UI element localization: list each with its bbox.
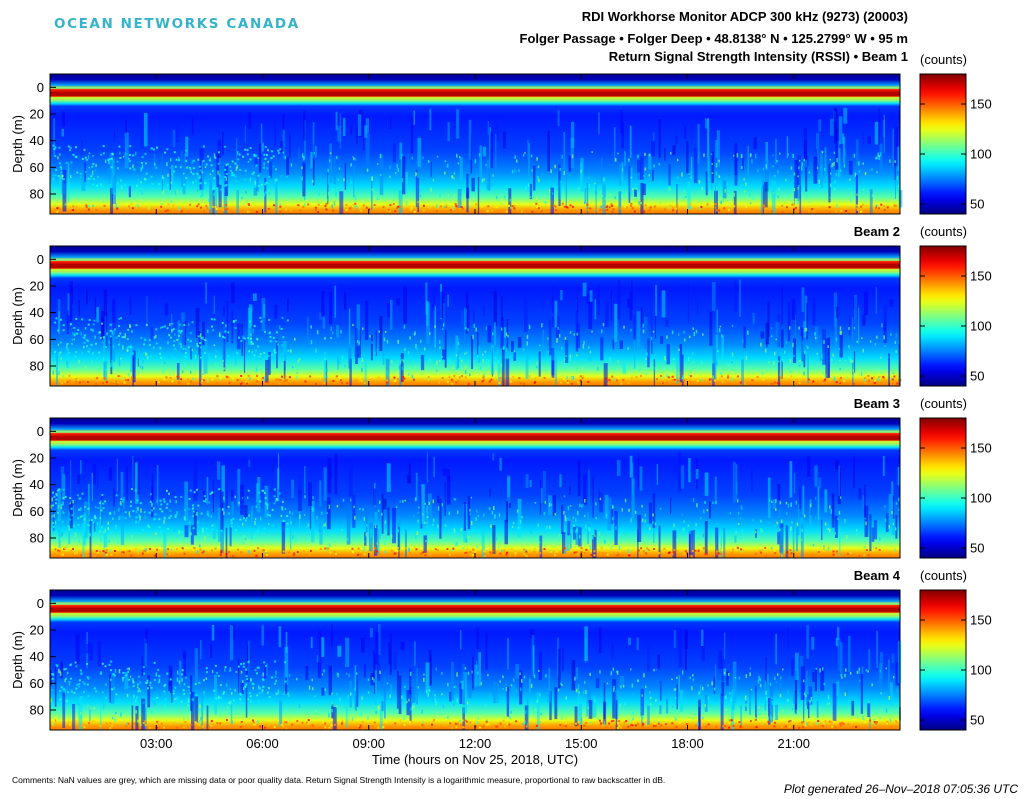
beam-4-colorbar-tick-label: 150 — [970, 613, 992, 628]
beam-1-heatmap — [50, 74, 903, 214]
beam-4-heatmap — [50, 590, 902, 730]
beam-4-y-tick-label: 40 — [30, 649, 44, 664]
x-tick-label: 12:00 — [459, 736, 492, 751]
x-tick-label: 21:00 — [777, 736, 810, 751]
beam-1-colorbar-tick-label: 150 — [970, 97, 992, 112]
location-line: Folger Passage • Folger Deep • 48.8138° … — [519, 31, 908, 46]
beam-3-colorbar-tick-label: 50 — [970, 541, 984, 556]
beam-3-colorbar-tick-label: 150 — [970, 441, 992, 456]
beam-1-y-tick-label: 0 — [37, 80, 44, 95]
comments-note: Comments: NaN values are grey, which are… — [12, 775, 666, 785]
beam-2-label: Beam 2 — [853, 224, 900, 239]
beam-1-y-tick-label: 40 — [30, 133, 44, 148]
beam-1-texture — [52, 107, 903, 214]
beam-4-colorbar-tick-label: 50 — [970, 713, 984, 728]
beam-2-y-tick-label: 40 — [30, 305, 44, 320]
ocean-networks-canada-logo: OCEAN NETWORKS CANADA — [54, 16, 300, 32]
beam-1-y-tick-label: 20 — [30, 107, 44, 122]
beam-1-colorbar-tick-label: 100 — [970, 147, 992, 162]
beam-2-colorbar — [919, 245, 967, 387]
beam-1-y-tick-label: 60 — [30, 160, 44, 175]
x-tick-label: 15:00 — [565, 736, 598, 751]
beam-2-colorbar-tick-label: 100 — [970, 319, 992, 334]
colorbar-3-label: (counts) — [920, 396, 967, 411]
beam-2-heatmap — [50, 246, 902, 386]
beam-3-y-tick-label: 40 — [30, 477, 44, 492]
beam-4-colorbar-tick-label: 100 — [970, 663, 992, 678]
beam-4-y-tick-label: 20 — [30, 623, 44, 638]
beam-2-y-tick-label: 80 — [30, 359, 44, 374]
beam-2-colorbar-tick-label: 50 — [970, 369, 984, 384]
instrument-title: RDI Workhorse Monitor ADCP 300 kHz (9273… — [581, 9, 908, 24]
beam-3-y-tick-label: 60 — [30, 504, 44, 519]
beam-3-y-tick-label: 80 — [30, 531, 44, 546]
x-tick-label: 18:00 — [671, 736, 704, 751]
beam-4-y-axis-label: Depth (m) — [10, 631, 25, 689]
beam-1-y-tick-label: 80 — [30, 187, 44, 202]
beam-2-y-axis-label: Depth (m) — [10, 287, 25, 345]
plot-generated-stamp: Plot generated 26–Nov–2018 07:05:36 UTC — [783, 782, 1018, 796]
adcp-rssi-figure: 0 20 40 60 80 Depth (m) 50 100 150 0 20 40 60 80 Depth… — [10, 73, 992, 767]
beam-4-texture — [50, 623, 902, 730]
plot-subtitle: Return Signal Strength Intensity (RSSI) … — [608, 49, 908, 64]
beam-1-colorbar — [919, 73, 967, 215]
x-tick-label: 09:00 — [352, 736, 385, 751]
x-tick-label: 06:00 — [246, 736, 279, 751]
beam-1-y-axis-label: Depth (m) — [10, 115, 25, 173]
beam-2-y-tick-label: 0 — [37, 252, 44, 267]
beam-4-y-tick-label: 0 — [37, 596, 44, 611]
beam-3-heatmap — [50, 418, 901, 558]
beam-2-y-tick-label: 20 — [30, 279, 44, 294]
beam-4-y-tick-label: 60 — [30, 676, 44, 691]
beam-2-y-tick-label: 60 — [30, 332, 44, 347]
x-tick-label: 03:00 — [140, 736, 173, 751]
colorbar-4-label: (counts) — [920, 568, 967, 583]
beam-4-y-tick-label: 80 — [30, 703, 44, 718]
colorbar-2-label: (counts) — [920, 224, 967, 239]
beam-3-y-tick-label: 20 — [30, 451, 44, 466]
beam-3-y-tick-label: 0 — [37, 424, 44, 439]
beam-2-colorbar-tick-label: 150 — [970, 269, 992, 284]
beam-3-colorbar-tick-label: 100 — [970, 491, 992, 506]
beam-3-colorbar — [919, 417, 967, 559]
beam-4-colorbar — [919, 589, 967, 731]
beam-1-colorbar-tick-label: 50 — [970, 197, 984, 212]
x-axis-label: Time (hours on Nov 25, 2018, UTC) — [372, 752, 578, 767]
colorbar-1-label: (counts) — [920, 52, 967, 67]
beam-3-y-axis-label: Depth (m) — [10, 459, 25, 517]
beam-3-texture — [50, 451, 901, 558]
beam-4-label: Beam 4 — [853, 568, 900, 583]
beam-3-label: Beam 3 — [853, 396, 900, 411]
